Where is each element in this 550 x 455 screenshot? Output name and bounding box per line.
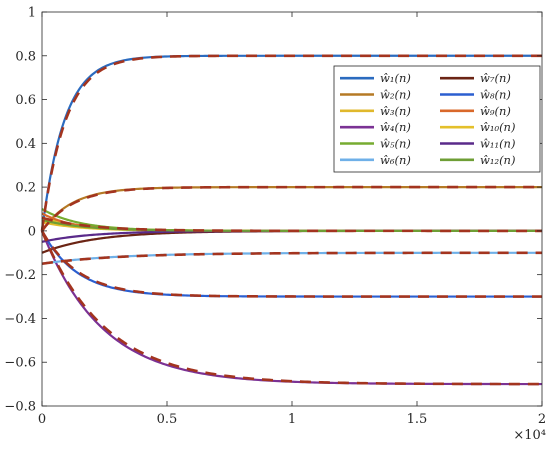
- legend-label: ŵ₉(n): [480, 104, 511, 118]
- x-tick-label: 2: [538, 412, 546, 427]
- series-lines: [40, 54, 543, 386]
- series-line-12: [41, 218, 542, 232]
- legend-label: ŵ₆(n): [380, 153, 411, 167]
- x-exponent-label: ×10⁴: [513, 428, 546, 443]
- reference-line-5: [41, 251, 542, 266]
- y-tick-label: −0.6: [4, 356, 36, 371]
- axes: [41, 11, 543, 407]
- legend-label: ŵ₂(n): [380, 88, 411, 102]
- legend: ŵ₁(n) ŵ₂(n) ŵ₃(n) ŵ₄(n) ŵ₅(n) ŵ₆(n) ŵ₇(n) ŵ₈(n)…: [333, 65, 541, 173]
- legend-label: ŵ₃(n): [380, 104, 411, 118]
- y-tick-label: −0.4: [4, 312, 36, 327]
- legend-label: ŵ₁₀(n): [480, 120, 515, 134]
- y-tick-label: −0.2: [4, 268, 36, 283]
- legend-label: ŵ₇(n): [480, 71, 511, 85]
- x-tick-label: 0.5: [157, 412, 178, 427]
- y-tick-label: 0.8: [15, 49, 36, 64]
- reference-line-2: [40, 185, 542, 232]
- y-tick-label: 1: [28, 6, 36, 21]
- x-tick-label: 0: [38, 412, 46, 427]
- y-tick-label: 0: [28, 224, 36, 239]
- series-line-1: [40, 54, 542, 232]
- reference-line-3: [41, 216, 542, 233]
- y-tick-label: 0.6: [15, 93, 36, 108]
- legend-label: ŵ₄(n): [380, 120, 411, 134]
- y-tick-label: 0.4: [15, 137, 36, 152]
- legend-label: ŵ₅(n): [380, 137, 411, 151]
- legend-label: ŵ₁₁(n): [480, 137, 515, 151]
- legend-box: [333, 65, 541, 173]
- reference-line-6: [40, 230, 542, 298]
- x-tick-label: 1.5: [407, 412, 428, 427]
- reference-line-4: [40, 230, 543, 386]
- x-tick-label: 1: [288, 412, 296, 427]
- y-tick-label: −0.8: [4, 400, 36, 415]
- y-tick-label: 0.2: [15, 181, 36, 196]
- legend-label: ŵ₁₂(n): [480, 153, 515, 167]
- legend-label: ŵ₈(n): [480, 88, 511, 102]
- tick-labels: 0 0.5 1 1.5 2 −0.8 −0.6 −0.4 −0.2 0 0.2 0.4 0.6 0.8 1 ×…: [4, 6, 546, 444]
- legend-label: ŵ₁(n): [380, 71, 411, 85]
